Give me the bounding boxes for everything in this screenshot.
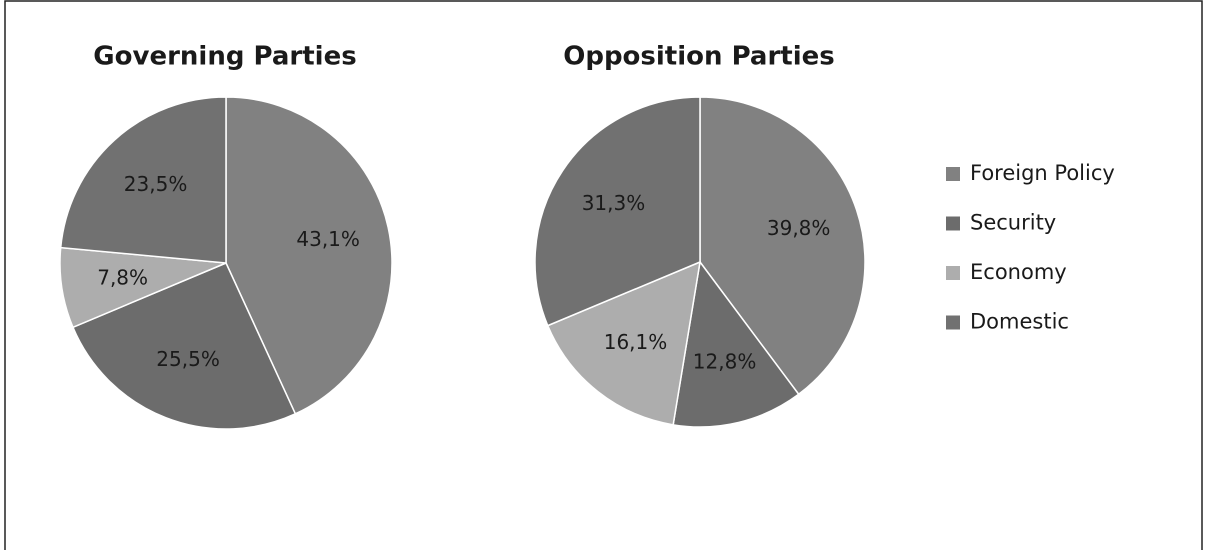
legend-swatch bbox=[946, 266, 960, 280]
data-label: 16,1% bbox=[604, 330, 668, 354]
data-label: 43,1% bbox=[296, 227, 360, 251]
legend-swatch bbox=[946, 315, 960, 330]
data-label: 39,8% bbox=[767, 216, 831, 240]
data-label: 31,3% bbox=[582, 191, 646, 215]
legend-swatch bbox=[946, 216, 960, 231]
data-label: 7,8% bbox=[97, 265, 148, 289]
pie-slice bbox=[699, 96, 866, 396]
pie-slice bbox=[546, 260, 701, 426]
legend-label: Security bbox=[970, 211, 1056, 235]
pie-slice bbox=[59, 96, 227, 264]
legend-label: Economy bbox=[970, 260, 1067, 284]
chart-title: Opposition Parties bbox=[563, 42, 835, 72]
legend-swatch bbox=[946, 167, 960, 181]
pie-slice bbox=[225, 96, 393, 415]
data-label: 12,8% bbox=[693, 350, 757, 374]
data-label: 23,5% bbox=[124, 172, 188, 196]
pie-slice bbox=[534, 96, 701, 327]
chart-title: Governing Parties bbox=[93, 42, 356, 72]
legend-label: Domestic bbox=[970, 310, 1069, 334]
data-label: 25,5% bbox=[156, 347, 220, 371]
legend-label: Foreign Policy bbox=[970, 161, 1115, 185]
pie-slice bbox=[672, 260, 800, 428]
